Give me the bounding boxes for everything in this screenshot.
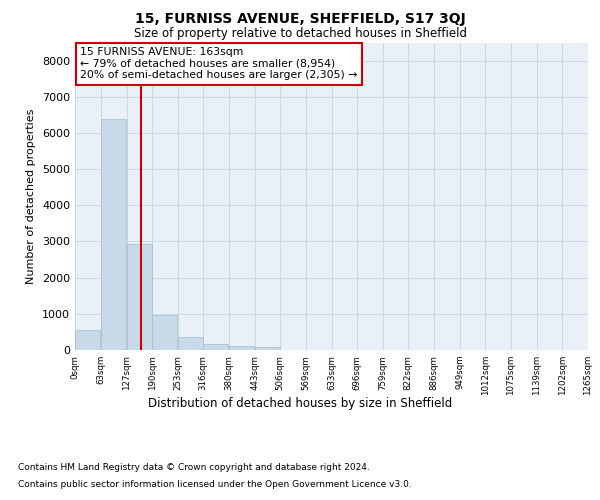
Bar <box>229 346 254 350</box>
Text: Size of property relative to detached houses in Sheffield: Size of property relative to detached ho… <box>133 28 467 40</box>
Y-axis label: Number of detached properties: Number of detached properties <box>26 108 37 284</box>
Bar <box>127 244 152 350</box>
Bar <box>178 337 203 350</box>
Text: Distribution of detached houses by size in Sheffield: Distribution of detached houses by size … <box>148 398 452 410</box>
Text: 15 FURNISS AVENUE: 163sqm
← 79% of detached houses are smaller (8,954)
20% of se: 15 FURNISS AVENUE: 163sqm ← 79% of detac… <box>80 47 358 80</box>
Bar <box>152 316 178 350</box>
Text: 15, FURNISS AVENUE, SHEFFIELD, S17 3QJ: 15, FURNISS AVENUE, SHEFFIELD, S17 3QJ <box>134 12 466 26</box>
Bar <box>101 119 126 350</box>
Text: Contains public sector information licensed under the Open Government Licence v3: Contains public sector information licen… <box>18 480 412 489</box>
Bar <box>254 347 280 350</box>
Text: Contains HM Land Registry data © Crown copyright and database right 2024.: Contains HM Land Registry data © Crown c… <box>18 462 370 471</box>
Bar <box>203 344 229 350</box>
Bar <box>75 330 100 350</box>
